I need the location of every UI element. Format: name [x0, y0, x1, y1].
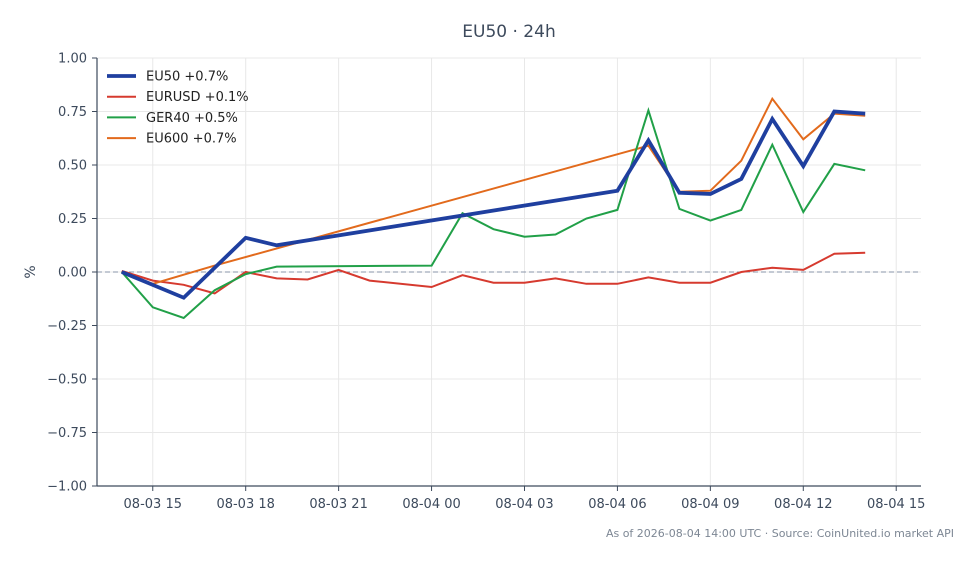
series-line-1 — [121, 109, 866, 300]
series-line-3 — [121, 107, 866, 320]
legend-label: EURUSD +0.1% — [146, 90, 249, 105]
y-tick-label: 0.25 — [58, 212, 87, 227]
legend-label: GER40 +0.5% — [146, 111, 238, 126]
series-line-2 — [121, 251, 866, 295]
x-tick-label: 08-03 18 — [216, 497, 274, 512]
series-line-4 — [121, 96, 866, 285]
axes — [92, 57, 921, 491]
y-tick-label: −0.25 — [47, 319, 87, 334]
x-tick-label: 08-04 00 — [402, 497, 460, 512]
x-tick-label: 08-04 12 — [774, 497, 832, 512]
y-tick-label: 0.50 — [58, 159, 87, 174]
series-lines — [121, 96, 866, 320]
x-tick-labels: 08-03 15 08-03 18 08-03 21 08-04 00 08-04 03… — [124, 497, 926, 512]
legend-label: EU50 +0.7% — [146, 70, 228, 85]
y-axis-label: % — [23, 265, 39, 278]
x-tick-label: 08-04 09 — [681, 497, 739, 512]
y-tick-label: 0.75 — [58, 105, 87, 120]
x-tick-label: 08-04 06 — [588, 497, 646, 512]
y-tick-label: 1.00 — [58, 52, 87, 67]
legend-label: EU600 +0.7% — [146, 132, 237, 147]
y-tick-labels: −1.00 −0.75 −0.50 −0.25 0.00 0.25 0.50 0.75 1.00 — [47, 52, 87, 495]
chart-title: EU50 · 24h — [462, 22, 555, 42]
x-tick-label: 08-04 15 — [867, 497, 925, 512]
x-tick-label: 08-04 03 — [495, 497, 553, 512]
x-tick-label: 08-03 21 — [309, 497, 367, 512]
y-tick-label: −0.50 — [47, 373, 87, 388]
legend: EU50 +0.7% EURUSD +0.1% GER40 +0.5% EU600 +… — [107, 70, 249, 147]
x-tick-label: 08-03 15 — [124, 497, 182, 512]
y-tick-label: −1.00 — [47, 480, 87, 495]
source-footnote: As of 2026-08-04 14:00 UTC · Source: Coi… — [606, 527, 954, 540]
y-tick-label: 0.00 — [58, 266, 87, 281]
y-tick-label: −0.75 — [47, 426, 87, 441]
